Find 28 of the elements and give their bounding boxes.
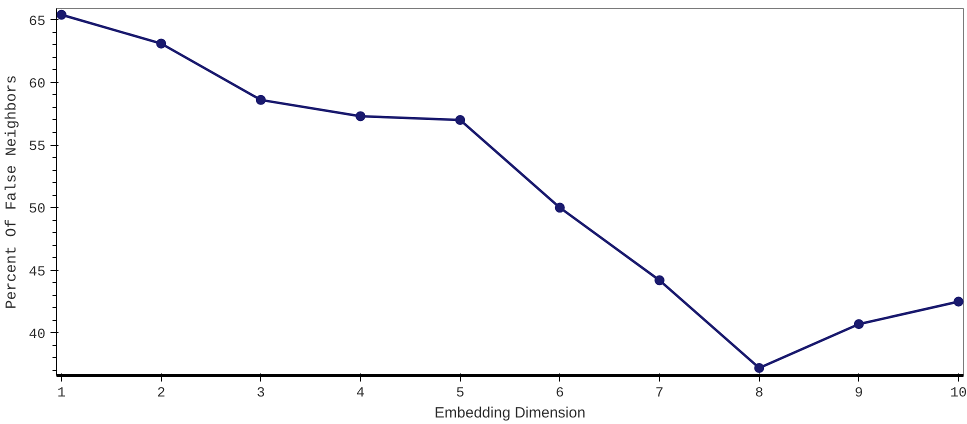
point <box>754 362 764 373</box>
x-tick-label: 8 <box>754 386 764 402</box>
point <box>854 319 864 330</box>
x-tick-label: 5 <box>456 386 464 402</box>
y-tick-label: 45 <box>28 264 46 280</box>
point <box>355 111 366 122</box>
y-tick-label: 55 <box>28 139 46 156</box>
x-tick-label: 2 <box>156 386 166 402</box>
y-axis-title: Percent Of False Neighbors <box>4 74 21 310</box>
y-tick-label: 65 <box>28 14 46 30</box>
y-tick-label: 40 <box>28 326 46 343</box>
point <box>156 38 166 49</box>
point <box>954 296 964 307</box>
x-tick-label: 6 <box>556 386 564 402</box>
x-tick-label: 3 <box>256 386 266 402</box>
point <box>455 114 466 125</box>
point <box>256 94 266 105</box>
y-tick-label: 60 <box>28 76 46 92</box>
point <box>654 275 665 286</box>
y-tick-label: 50 <box>28 202 46 218</box>
point <box>56 10 66 20</box>
point <box>554 202 565 213</box>
x-tick-label: 9 <box>854 386 864 402</box>
x-tick-label: 7 <box>655 386 664 402</box>
x-axis-title: Embedding Dimension <box>434 404 586 422</box>
x-tick-label: 4 <box>356 386 365 402</box>
x-tick-label: 1 <box>57 386 66 402</box>
x-tick-label: 10 <box>950 386 967 402</box>
